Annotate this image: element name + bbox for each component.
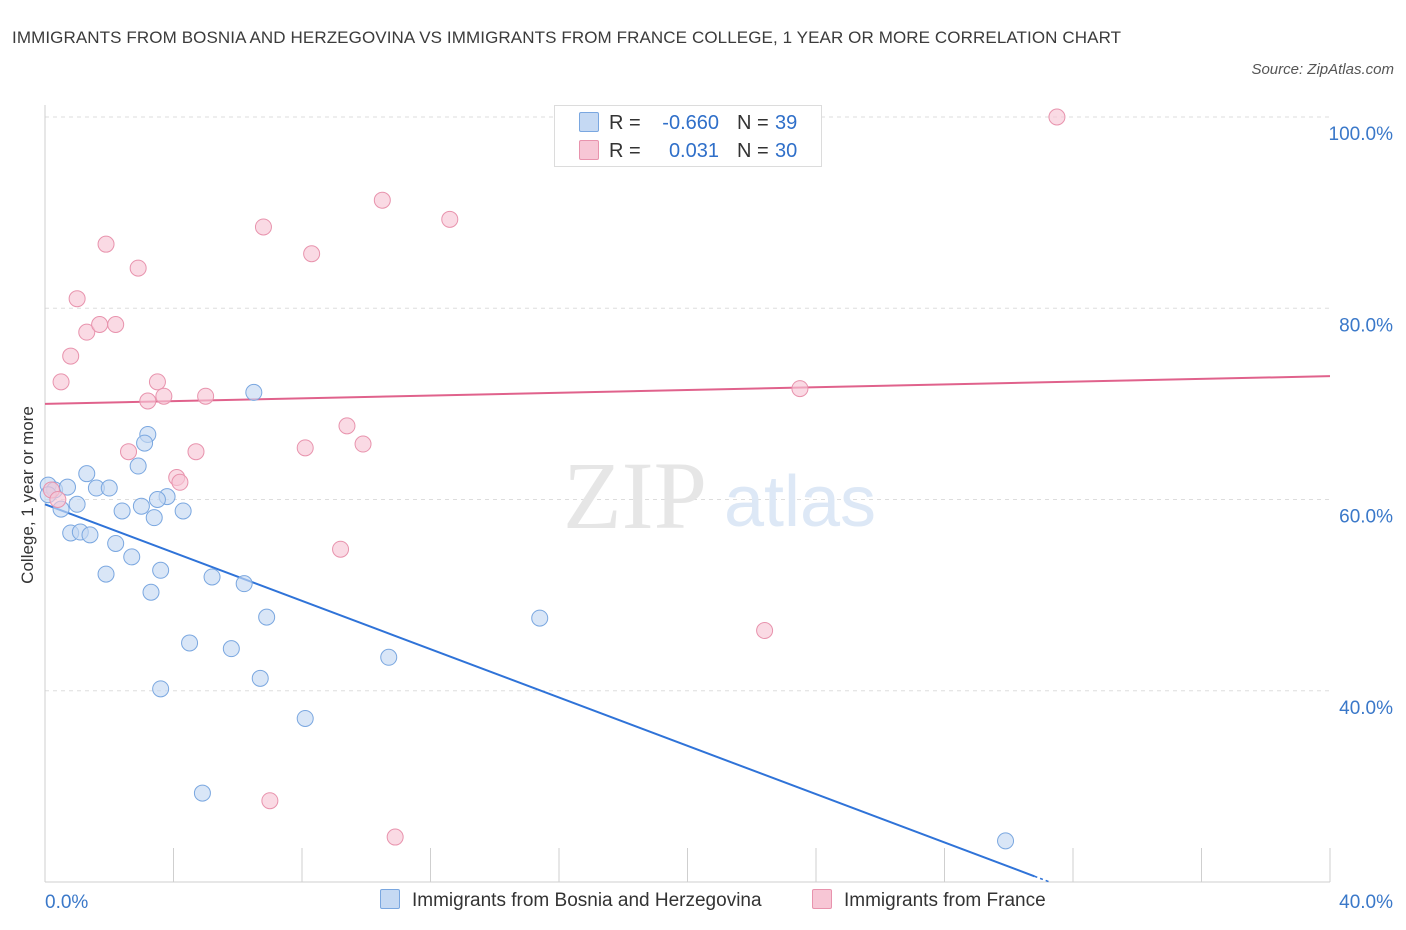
point-bosnia — [136, 434, 154, 452]
point-bosnia — [123, 548, 141, 566]
y-tick-label: 80.0% — [1339, 315, 1393, 336]
x-tick-label: 40.0% — [1339, 892, 1393, 913]
legend-n-value: 39 — [775, 112, 798, 134]
legend-r-label: R = — [609, 140, 641, 162]
point-france — [97, 235, 115, 253]
bottom-legend-france: Immigrants from France — [812, 889, 1046, 912]
point-france — [303, 245, 321, 263]
point-bosnia — [235, 575, 253, 593]
point-bosnia — [58, 478, 76, 496]
x-tick-labels: 0.0% 40.0% — [45, 892, 1393, 913]
legend-row-bosnia: R = -0.660 N = 39 — [579, 112, 797, 136]
watermark-atlas: atlas — [724, 462, 876, 542]
point-france — [91, 316, 109, 334]
point-bosnia — [97, 565, 115, 583]
point-france — [441, 210, 459, 228]
bottom-legend-label-bosnia: Immigrants from Bosnia and Herzegovina — [412, 890, 762, 911]
gridlines — [45, 116, 1330, 692]
watermark: ZIP atlas — [563, 442, 876, 549]
point-bosnia — [245, 383, 263, 401]
point-france — [49, 491, 67, 508]
point-bosnia — [148, 491, 166, 508]
point-bosnia — [222, 640, 240, 658]
point-france — [756, 622, 774, 640]
point-france — [52, 373, 70, 391]
point-bosnia — [100, 479, 118, 497]
point-france — [254, 218, 272, 236]
point-bosnia — [142, 583, 160, 601]
point-bosnia — [81, 526, 99, 544]
trend-line-bosnia — [44, 503, 1035, 878]
point-france — [148, 373, 166, 391]
trend-line-bosnia-extension — [1034, 875, 1051, 884]
point-bosnia — [145, 509, 163, 527]
correlation-legend: R = -0.660 N = 39 R = 0.031 N = 30 — [554, 105, 822, 167]
y-tick-label: 40.0% — [1339, 698, 1393, 719]
legend-n-label: N = — [737, 112, 769, 134]
legend-n-value: 30 — [775, 140, 798, 162]
trend-lines — [44, 375, 1331, 884]
point-france — [139, 392, 157, 410]
point-bosnia — [152, 680, 170, 698]
source-label: Source: ZipAtlas.com — [1251, 61, 1394, 78]
point-bosnia — [296, 709, 314, 727]
point-bosnia — [193, 784, 211, 802]
y-tick-labels: 100.0% 80.0% 60.0% 40.0% — [1329, 124, 1394, 719]
legend-r-value: -0.660 — [662, 112, 719, 134]
point-bosnia — [203, 568, 221, 586]
point-france — [68, 290, 86, 308]
point-france — [791, 380, 809, 398]
point-france — [171, 473, 189, 491]
legend-n-label: N = — [737, 140, 769, 162]
point-bosnia — [152, 561, 170, 579]
point-bosnia — [129, 457, 147, 475]
point-france — [354, 435, 372, 453]
point-bosnia — [113, 502, 131, 520]
point-france — [107, 316, 125, 334]
point-france — [373, 191, 391, 209]
point-france — [261, 792, 279, 810]
bottom-legend-swatch-france — [812, 889, 832, 909]
point-bosnia — [251, 669, 269, 687]
trend-line-france — [44, 375, 1331, 405]
point-bosnia — [174, 502, 192, 520]
point-france — [1048, 108, 1066, 126]
bottom-legend-bosnia: Immigrants from Bosnia and Herzegovina — [380, 889, 762, 912]
y-tick-label: 100.0% — [1329, 124, 1394, 145]
legend-swatch-bosnia — [579, 112, 599, 132]
point-bosnia — [132, 497, 150, 515]
point-bosnia — [181, 634, 199, 652]
point-france — [120, 443, 138, 461]
bottom-legend-label-france: Immigrants from France — [844, 890, 1046, 911]
point-france — [332, 540, 350, 558]
point-france — [62, 347, 80, 365]
point-bosnia — [997, 832, 1015, 850]
point-bosnia — [68, 495, 86, 513]
y-tick-label: 60.0% — [1339, 507, 1393, 528]
legend-row-france: R = 0.031 N = 30 — [579, 140, 797, 164]
point-france — [338, 417, 356, 435]
point-france — [296, 439, 314, 457]
legend-r-label: R = — [609, 112, 641, 134]
point-bosnia — [380, 648, 398, 666]
chart-title: IMMIGRANTS FROM BOSNIA AND HERZEGOVINA V… — [12, 28, 1122, 47]
point-france — [155, 387, 173, 405]
point-bosnia — [78, 465, 96, 483]
point-bosnia — [531, 609, 549, 627]
point-bosnia — [258, 608, 276, 626]
bottom-legend-swatch-bosnia — [380, 889, 400, 909]
point-bosnia — [107, 534, 125, 552]
x-tick-label: 0.0% — [45, 892, 88, 913]
watermark-zip: ZIP — [563, 442, 707, 549]
point-france — [129, 259, 147, 277]
point-france — [187, 443, 205, 461]
point-france — [386, 828, 404, 846]
point-france — [78, 323, 96, 341]
data-points — [39, 108, 1066, 850]
legend-r-value: 0.031 — [668, 140, 719, 162]
point-france — [197, 387, 215, 405]
legend-swatch-france — [579, 140, 599, 160]
